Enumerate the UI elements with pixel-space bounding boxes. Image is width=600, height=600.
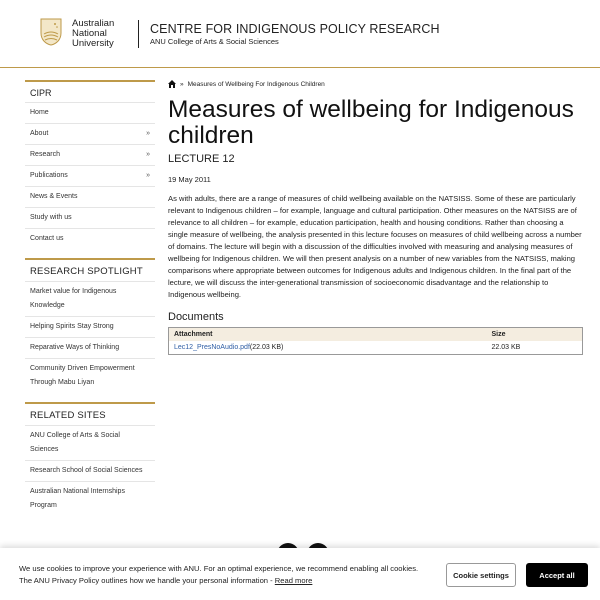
- spotlight-title: RESEARCH SPOTLIGHT: [25, 258, 155, 282]
- sidebar-item-news[interactable]: News & Events: [25, 187, 155, 208]
- divider: [138, 20, 139, 48]
- logo-line: National: [72, 28, 107, 39]
- sidebar-item-study[interactable]: Study with us: [25, 208, 155, 229]
- related-title: RELATED SITES: [25, 402, 155, 426]
- sidebar-item-contact[interactable]: Contact us: [25, 229, 155, 250]
- site-title[interactable]: CENTRE FOR INDIGENOUS POLICY RESEARCH: [150, 22, 440, 36]
- item-label: Publications: [30, 172, 68, 179]
- breadcrumb-current: Measures of Wellbeing For Indigenous Chi…: [187, 80, 325, 88]
- related-sites: RELATED SITES ANU College of Arts & Soci…: [25, 402, 155, 516]
- cookie-text: We use cookies to improve your experienc…: [19, 563, 419, 587]
- page-date: 19 May 2011: [168, 175, 211, 184]
- sidebar-menu: CIPR Home About » Research » Publications »…: [25, 80, 155, 250]
- documents-heading: Documents: [168, 311, 224, 323]
- menu-title[interactable]: CIPR: [25, 80, 155, 103]
- site-header: Australian National University CENTRE FOR …: [0, 0, 600, 68]
- sidebar-item-home[interactable]: Home: [25, 103, 155, 124]
- page-subtitle: LECTURE 12: [168, 153, 235, 165]
- table-row: Lec12_PresNoAudio.pdf(22.03 KB) 22.03 KB: [169, 341, 583, 355]
- cookie-banner: We use cookies to improve your experienc…: [0, 548, 600, 600]
- sidebar-item-publications[interactable]: Publications »: [25, 166, 155, 187]
- item-label: Research: [30, 151, 60, 158]
- column-header: Attachment: [168, 327, 487, 341]
- anu-crest-icon[interactable]: [40, 18, 62, 46]
- accept-all-button[interactable]: Accept all: [526, 563, 588, 587]
- main-content: » Measures of Wellbeing For Indigenous C…: [168, 78, 583, 355]
- attachment-link[interactable]: Lec12_PresNoAudio.pdf: [174, 344, 250, 351]
- cookie-message: We use cookies to improve your experienc…: [19, 564, 419, 585]
- read-more-link[interactable]: Read more: [274, 576, 313, 585]
- column-header: Size: [486, 327, 583, 341]
- spotlight-link[interactable]: Community Driven Empowerment Through Mab…: [30, 365, 135, 386]
- attachment-cell: Lec12_PresNoAudio.pdf(22.03 KB): [169, 341, 487, 355]
- research-spotlight: RESEARCH SPOTLIGHT Market value for Indi…: [25, 258, 155, 393]
- inline-size: (22.03 KB): [249, 344, 284, 351]
- spotlight-link[interactable]: Reparative Ways of Thinking: [25, 338, 155, 359]
- breadcrumb: » Measures of Wellbeing For Indigenous C…: [168, 78, 583, 90]
- size-cell: 22.03 KB: [491, 344, 521, 351]
- item-label: Study with us: [30, 214, 72, 221]
- logo-line: Australian: [72, 18, 115, 29]
- chevron-right-icon[interactable]: »: [146, 151, 150, 158]
- table-header-row: Attachment Size: [168, 327, 583, 341]
- item-label: Contact us: [30, 235, 64, 242]
- item-label: Home: [30, 109, 49, 116]
- item-label: News & Events: [30, 193, 78, 200]
- chevron-right-icon[interactable]: »: [146, 130, 150, 137]
- anu-logo-text[interactable]: Australian National University: [72, 19, 114, 49]
- site-subtitle[interactable]: ANU College of Arts & Social Sciences: [150, 37, 279, 46]
- logo-line: University: [72, 38, 114, 49]
- cookie-settings-button[interactable]: Cookie settings: [446, 563, 516, 587]
- related-link[interactable]: Australian National Internships Program: [30, 488, 125, 509]
- item-label: About: [30, 130, 49, 137]
- spotlight-link[interactable]: Market value for Indigenous Knowledge: [25, 282, 155, 317]
- related-link[interactable]: ANU College of Arts & Social Sciences: [25, 426, 155, 461]
- documents-table: Attachment Size Lec12_PresNoAudio.pdf(22.…: [168, 327, 583, 355]
- chevron-right-icon[interactable]: »: [146, 172, 150, 179]
- breadcrumb-separator: »: [180, 80, 184, 88]
- spotlight-link[interactable]: Helping Spirits Stay Strong: [25, 317, 155, 338]
- page-title: Measures of wellbeing for Indigenous chi…: [168, 96, 574, 149]
- home-icon[interactable]: [168, 80, 176, 88]
- body-text: As with adults, there are a range of mea…: [168, 194, 582, 299]
- sidebar-item-about[interactable]: About »: [25, 124, 155, 145]
- sidebar-item-research[interactable]: Research »: [25, 145, 155, 166]
- related-link[interactable]: Research School of Social Sciences: [25, 461, 155, 482]
